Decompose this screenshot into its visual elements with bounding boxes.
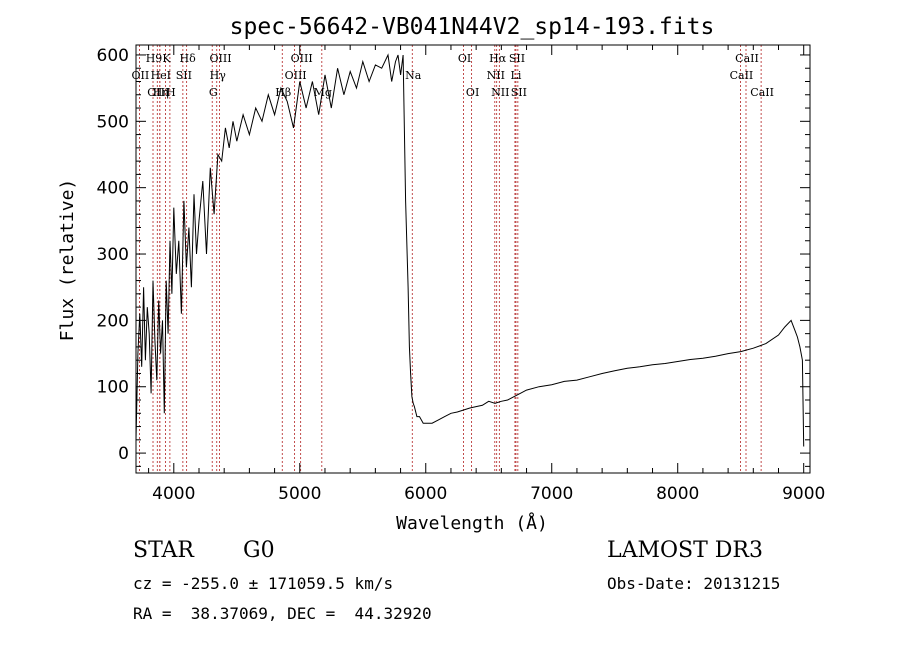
object-class: STAR: [133, 538, 194, 563]
spectral-line-label: NII: [491, 86, 509, 99]
spectral-line-label: OIII: [147, 86, 169, 99]
coordinates: RA = 38.37069, DEC = 44.32920: [133, 604, 432, 623]
spectral-line-label: CaII: [735, 52, 759, 65]
spectral-line-label: SII: [509, 52, 525, 65]
spectral-line-label: Hγ: [210, 69, 227, 82]
spectral-line-label: HeI: [151, 69, 171, 82]
spectral-line-label: OI: [458, 52, 471, 65]
spectral-line-label: OI: [466, 86, 479, 99]
y-tick-label: 200: [97, 311, 129, 331]
spectral-line-label: OIII: [209, 52, 231, 65]
spectral-line-label: SII: [176, 69, 192, 82]
y-tick-label: 400: [97, 179, 129, 199]
spectral-line-label: OII: [132, 69, 150, 82]
obs-date: Obs-Date: 20131215: [607, 574, 781, 593]
object-subclass: G0: [243, 538, 275, 563]
spectral-line-label: Na: [405, 69, 422, 82]
spectral-line-label: H9: [146, 52, 163, 65]
spectral-line-label: CaII: [730, 69, 754, 82]
spectral-line-label: H: [166, 86, 176, 99]
spectral-line-label: CaII: [750, 86, 774, 99]
spectral-line-label: Hα: [489, 52, 507, 65]
y-tick-label: 100: [97, 378, 129, 398]
x-axis-label: Wavelength (Å): [396, 512, 548, 534]
spectral-line-label: Hη: [153, 86, 169, 99]
spectral-line-label: Hδ: [180, 52, 197, 65]
x-tick-label: 5000: [278, 484, 321, 504]
y-tick-label: 300: [97, 245, 129, 265]
y-tick-label: 600: [97, 46, 129, 66]
spectral-line-label: OIII: [285, 69, 307, 82]
y-axis-label: Flux (relative): [57, 179, 78, 342]
spectral-line-label: G: [209, 86, 218, 99]
x-tick-label: 6000: [404, 484, 447, 504]
survey-name: LAMOST DR3: [607, 538, 763, 563]
y-tick-label: 500: [97, 112, 129, 132]
spectrum-series-line: [135, 53, 805, 447]
spectral-line-label: OIII: [291, 52, 313, 65]
spectral-line-label: SII: [511, 86, 527, 99]
spectral-line-markers: [139, 45, 762, 473]
x-axis: 4000 5000 6000 7000 8000 9000: [148, 45, 825, 504]
y-tick-label: 0: [118, 444, 129, 464]
plot-frame: [135, 44, 811, 474]
chart-title: spec-56642-VB041N44V2_sp14-193.fits: [230, 14, 715, 40]
x-tick-label: 4000: [152, 484, 195, 504]
x-tick-label: 9000: [782, 484, 825, 504]
spectral-line-label: K: [162, 52, 171, 65]
spectral-line-label: NII: [487, 69, 505, 82]
y-axis: 0 100 200 300 400 500 600: [97, 46, 810, 467]
x-tick-label: 7000: [530, 484, 573, 504]
x-tick-label: 8000: [656, 484, 699, 504]
velocity-readout: cz = -255.0 ± 171059.5 km/s: [133, 574, 394, 593]
spectral-line-label: Li: [511, 69, 522, 82]
